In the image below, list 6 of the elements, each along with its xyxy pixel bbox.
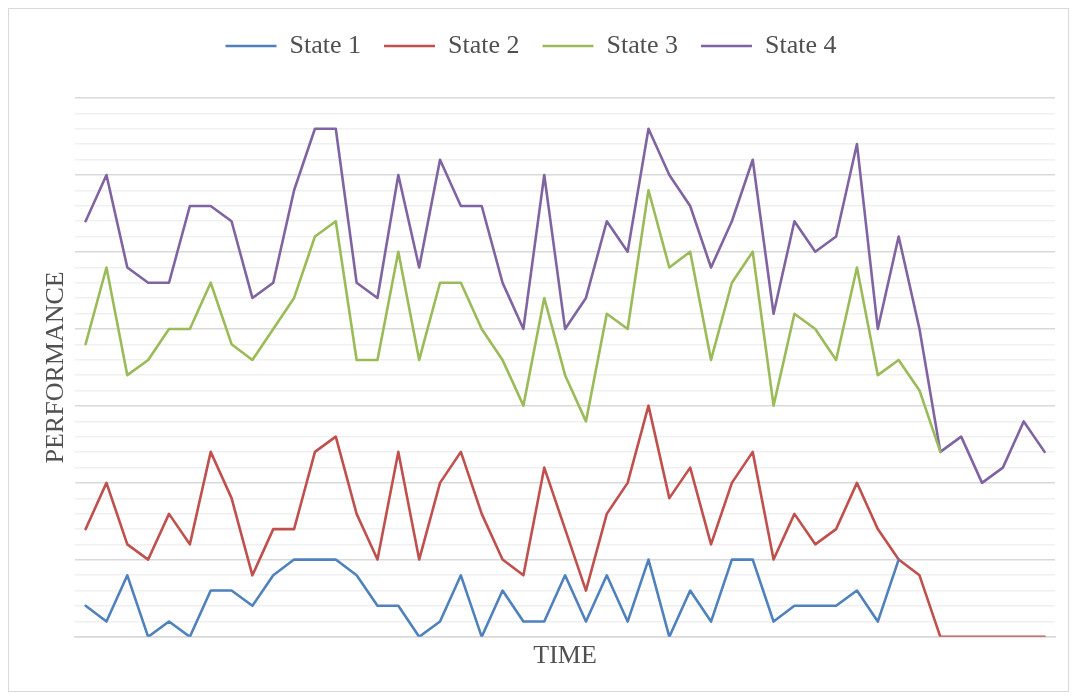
- legend-label: State 4: [764, 29, 837, 59]
- y-axis-title: PERFORMANCE: [40, 271, 70, 464]
- legend-label: State 2: [448, 29, 520, 59]
- x-axis-title: TIME: [533, 640, 597, 670]
- legend-label: State 1: [289, 29, 362, 59]
- legend-label: State 3: [606, 29, 678, 59]
